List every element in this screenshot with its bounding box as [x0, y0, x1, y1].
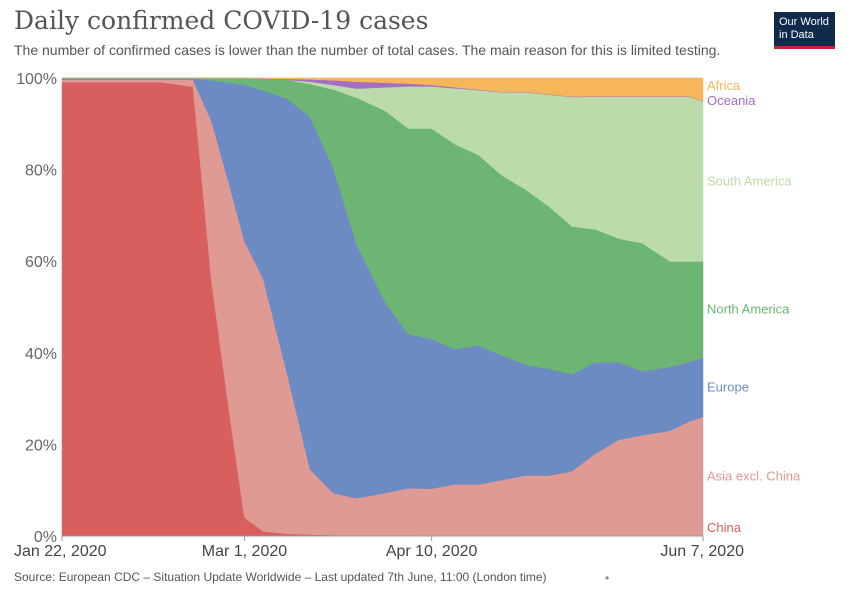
- x-tick-label: Mar 1, 2020: [202, 543, 287, 560]
- series-label: Europe: [707, 379, 749, 394]
- y-tick-label: 0%: [34, 529, 57, 546]
- series-label: North America: [707, 302, 790, 317]
- area-layer: [61, 77, 704, 537]
- logo-line-1: Our World: [779, 16, 829, 28]
- owid-logo[interactable]: Our World in Data: [774, 12, 835, 49]
- y-tick-label: 80%: [25, 163, 57, 180]
- series-label: Oceania: [707, 93, 756, 108]
- y-tick-label: 60%: [25, 254, 57, 271]
- logo-line-2: in Data: [779, 29, 814, 41]
- series-label: Africa: [707, 78, 741, 93]
- series-label: Asia excl. China: [707, 469, 801, 484]
- area-africa[interactable]: [62, 77, 704, 102]
- chart-subtitle: The number of confirmed cases is lower t…: [14, 42, 721, 58]
- series-label: South America: [707, 173, 792, 188]
- chart-title: Daily confirmed COVID-19 cases: [14, 6, 429, 35]
- y-tick-label: 20%: [25, 437, 57, 454]
- axis-layer: 0% 20% 40% 60% 80% 100% Jan 22, 2020 Mar 1, 202…: [14, 71, 744, 560]
- source-note: Source: European CDC – Situation Update …: [14, 570, 547, 584]
- series-label: China: [707, 520, 742, 535]
- footer-dot-icon: •: [605, 571, 610, 585]
- x-tick-label: Apr 10, 2020: [386, 543, 478, 560]
- series-label-layer: China Asia excl. China Europe North America…: [707, 78, 801, 535]
- y-tick-label: 40%: [25, 346, 57, 363]
- y-tick-label: 100%: [16, 71, 57, 88]
- x-tick-label: Jun 7, 2020: [660, 543, 744, 560]
- x-tick-label: Jan 22, 2020: [14, 543, 107, 560]
